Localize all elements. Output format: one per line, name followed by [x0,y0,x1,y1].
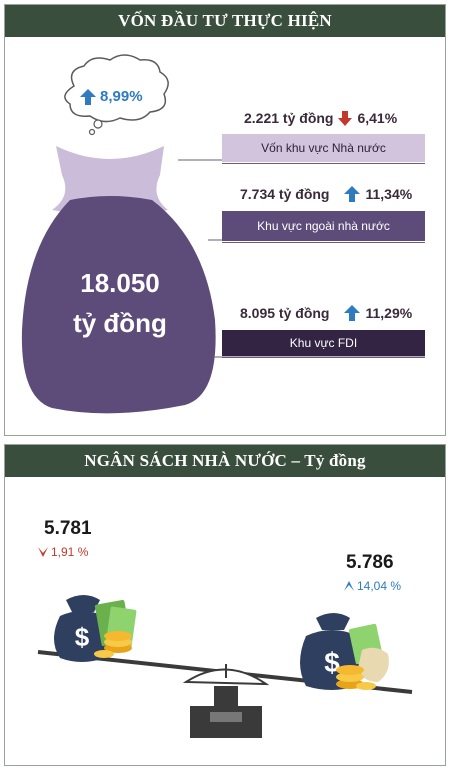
budget-title: NGÂN SÁCH NHÀ NƯỚC – Tỷ đồng [5,445,445,477]
investment-growth-value: 8,99% [100,88,143,105]
total-investment-value: 18.050 [80,268,160,298]
arrow-up-icon [80,88,96,105]
arrow-down-icon [338,110,353,126]
investment-title: VỐN ĐẦU TƯ THỰC HIỆN [5,5,445,37]
budget-left-value: 5.781 [44,518,92,539]
budget-left-change: 1,91 % [38,545,88,559]
sector-private-label: Khu vực ngoài nhà nước [222,211,425,243]
investment-panel [4,4,446,436]
budget-panel [4,444,446,766]
budget-right-change: 14,04 % [344,579,401,593]
sector-private-change: 11,34% [365,186,413,202]
arrow-up-small-icon [344,581,354,591]
sector-private-stat: 7.734 tỷ đồng 11,34% [240,186,412,202]
cloud-bubble [64,54,169,136]
sector-fdi-change: 11,29% [365,305,413,321]
investment-growth: 8,99% [80,88,143,105]
sector-state-amount: 2.221 tỷ đồng [244,110,334,126]
balance-scale-icon: $ $ [37,595,413,738]
sector-state-stat: 2.221 tỷ đồng 6,41% [244,110,397,126]
sector-fdi-stat: 8.095 tỷ đồng 11,29% [240,305,412,321]
sector-state-change: 6,41% [357,110,398,126]
sector-fdi-amount: 8.095 tỷ đồng [240,305,330,321]
sector-state-label: Vốn khu vực Nhà nước [222,134,425,164]
budget-right-value: 5.786 [346,552,394,573]
arrow-down-small-icon [38,547,48,557]
arrow-up-icon [344,305,361,321]
left-money-bag: $ [54,595,137,662]
total-investment-unit: tỷ đồng [73,308,167,338]
budget-right-change-value: 14,04 % [357,579,402,593]
svg-text:$: $ [324,647,340,678]
sector-fdi-label: Khu vực FDI [222,330,425,358]
right-money-bag: $ [300,613,389,690]
budget-left-change-value: 1,91 % [51,545,89,559]
arrow-up-icon [344,186,361,202]
svg-text:$: $ [75,622,90,652]
sector-private-amount: 7.734 tỷ đồng [240,186,330,202]
